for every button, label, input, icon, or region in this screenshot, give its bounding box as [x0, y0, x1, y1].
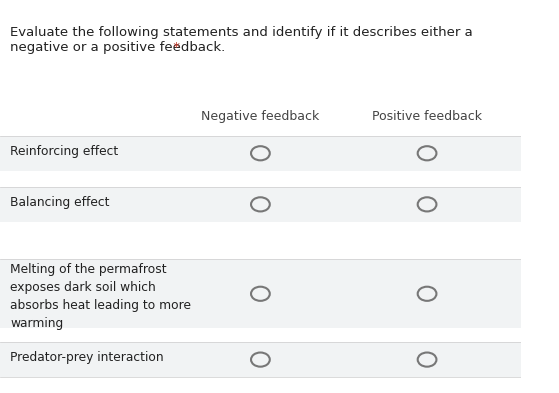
Text: Positive feedback: Positive feedback: [372, 110, 482, 123]
Text: Balancing effect: Balancing effect: [11, 196, 110, 209]
FancyBboxPatch shape: [0, 136, 521, 171]
Text: Reinforcing effect: Reinforcing effect: [11, 145, 119, 158]
Text: negative or a positive feedback.: negative or a positive feedback.: [11, 41, 226, 54]
Text: Melting of the permafrost
exposes dark soil which
absorbs heat leading to more
w: Melting of the permafrost exposes dark s…: [11, 263, 191, 330]
Text: Evaluate the following statements and identify if it describes either a: Evaluate the following statements and id…: [11, 26, 473, 39]
Text: *: *: [169, 41, 180, 54]
FancyBboxPatch shape: [0, 259, 521, 328]
Text: Predator-prey interaction: Predator-prey interaction: [11, 351, 164, 364]
FancyBboxPatch shape: [0, 342, 521, 377]
Text: Negative feedback: Negative feedback: [201, 110, 320, 123]
FancyBboxPatch shape: [0, 187, 521, 222]
